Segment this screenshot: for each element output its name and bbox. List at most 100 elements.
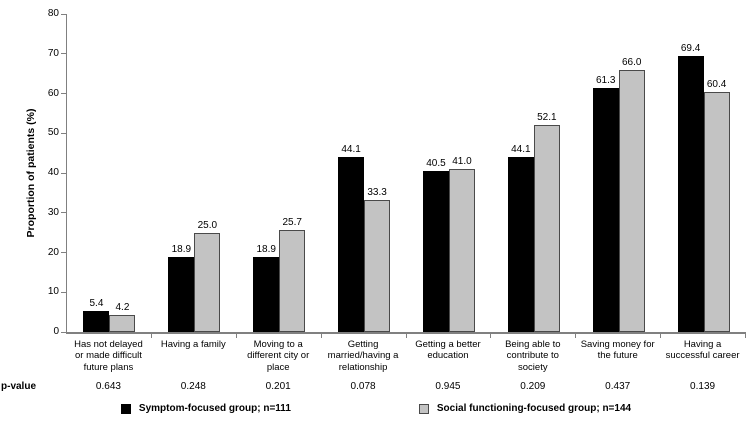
bar-value-label: 41.0 [452,156,472,168]
bar-group: 44.1 52.1 [491,14,576,332]
bar-symptom-group [168,256,195,332]
bar-group: 18.9 25.7 [237,14,322,332]
bar-symptom-group [677,56,704,332]
bar-group: 69.4 60.4 [661,14,746,332]
bar-value-label: 44.1 [341,143,361,155]
bar-symptom-group [422,171,449,332]
bar-social-group [194,232,221,332]
bar-with-label: 25.7 [279,14,306,332]
y-axis-tick: 30 [47,207,67,218]
bar-with-label: 69.4 [677,14,704,332]
bar-symptom-group [338,156,365,332]
bar-with-label: 33.3 [364,14,391,332]
bar-with-label: 18.9 [168,14,195,332]
y-axis-tick-label: 20 [47,246,59,258]
bar-value-label: 66.0 [621,56,642,68]
y-axis-tick-label: 80 [47,8,59,19]
bar-symptom-group [83,310,110,332]
bar-group: 18.9 25.0 [152,14,237,332]
legend-item-symptom-group: Symptom-focused group; n=111 [120,403,291,414]
y-axis-tick: 80 [47,9,67,19]
bar-with-label: 44.1 [338,14,365,332]
legend-label: Symptom-focused group; n=111 [138,403,291,414]
pvalue: 0.078 [350,381,376,392]
category-label: Saving money for the future [580,339,655,362]
bar-value-label: 52.1 [537,111,557,123]
category-label: Has not delayed or made difficult future… [74,339,143,373]
bar-with-label: 41.0 [448,14,475,332]
y-axis-tick-label: 70 [47,47,59,59]
y-axis-title: Proportion of patients (%) [25,108,37,238]
y-axis-tick: 70 [47,48,67,59]
category-label: Having a successful career [665,339,740,362]
bar-with-label: 60.4 [703,14,730,332]
category-label: Having a family [160,339,226,350]
bar-value-label: 4.2 [115,302,130,314]
bar-social-group [703,91,730,332]
bar-group: 40.5 41.0 [407,14,492,332]
bar-group: 44.1 33.3 [322,14,407,332]
pvalue-cells: 0.643 0.248 0.201 0.078 0.945 0.209 0.437 0.139 [66,381,745,392]
bar-group: 5.4 4.2 [67,14,152,332]
bar-symptom-group [592,88,619,332]
x-axis-tick [491,334,577,338]
bar-value-label: 40.5 [426,158,446,170]
pvalue: 0.437 [605,381,631,392]
y-axis-tick-label: 40 [47,167,59,178]
x-axis-tick [661,334,746,338]
bar-with-label: 44.1 [507,14,534,332]
bar-social-group [448,169,475,332]
y-axis-tick: 0 [53,327,67,337]
y-axis-tick-label: 0 [53,326,59,337]
bar-with-label: 5.4 [83,14,110,332]
category-label: Being able to contribute to society [505,339,561,373]
plot-area: 0 10 20 30 40 50 60 70 80 5.4 4.2 18.9 25.0 18.9 25.7… [47,9,746,338]
bar-social-group [364,199,391,332]
bar-value-label: 44.1 [511,143,531,155]
black-square-swatch-icon [120,403,131,414]
legend-item-social-group: Social functioning-focused group; n=144 [418,403,632,414]
y-axis-tick: 50 [47,128,67,139]
x-axis-tick [67,334,152,338]
y-axis-tick-label: 10 [47,286,59,298]
pvalue: 0.139 [690,381,716,392]
bar-social-group [109,315,136,332]
pvalue: 0.248 [180,381,206,392]
bar-symptom-group [507,156,534,332]
y-axis-tick: 40 [47,168,67,178]
gray-square-swatch-icon [418,403,429,414]
bar-value-label: 25.7 [282,216,302,228]
bar-social-group [618,69,645,332]
x-axis-tick [407,334,492,338]
bar-with-label: 25.0 [194,14,221,332]
x-axis-tick [237,334,322,338]
pvalue: 0.945 [435,381,461,392]
category-label: Getting married/having a relationship [327,339,399,373]
legend-label: Social functioning-focused group; n=144 [436,403,632,414]
bar-with-label: 52.1 [533,14,560,332]
y-axis-tick: 60 [47,88,67,99]
chart-legend: Symptom-focused group; n=111 Social func… [0,403,752,414]
pvalue-row: p-value 0.643 0.248 0.201 0.078 0.945 0.209 0.… [0,381,752,392]
bar-value-label: 69.4 [680,43,701,55]
bar-value-label: 5.4 [89,297,104,309]
pvalue: 0.643 [95,381,121,392]
bar-value-label: 25.0 [197,219,218,231]
bar-symptom-group [253,256,280,332]
pvalue: 0.201 [265,381,291,392]
x-axis-ticks [67,334,746,339]
bar-with-label: 18.9 [253,14,280,332]
bar-value-label: 18.9 [256,243,276,255]
bar-group: 61.3 66.0 [576,14,661,332]
x-axis-tick [152,334,237,338]
bar-value-label: 61.3 [595,75,616,87]
bar-value-label: 60.4 [706,78,727,90]
y-axis-tick: 10 [47,287,67,298]
bar-with-label: 61.3 [592,14,619,332]
category-label: Getting a better education [415,339,481,362]
plot-groups: 5.4 4.2 18.9 25.0 18.9 25.7 44.1 33.3 40.5 41.0 44… [67,14,746,332]
bar-value-label: 33.3 [367,186,387,198]
pvalue: 0.209 [520,381,546,392]
category-label: Moving to a different city or place [247,339,310,373]
